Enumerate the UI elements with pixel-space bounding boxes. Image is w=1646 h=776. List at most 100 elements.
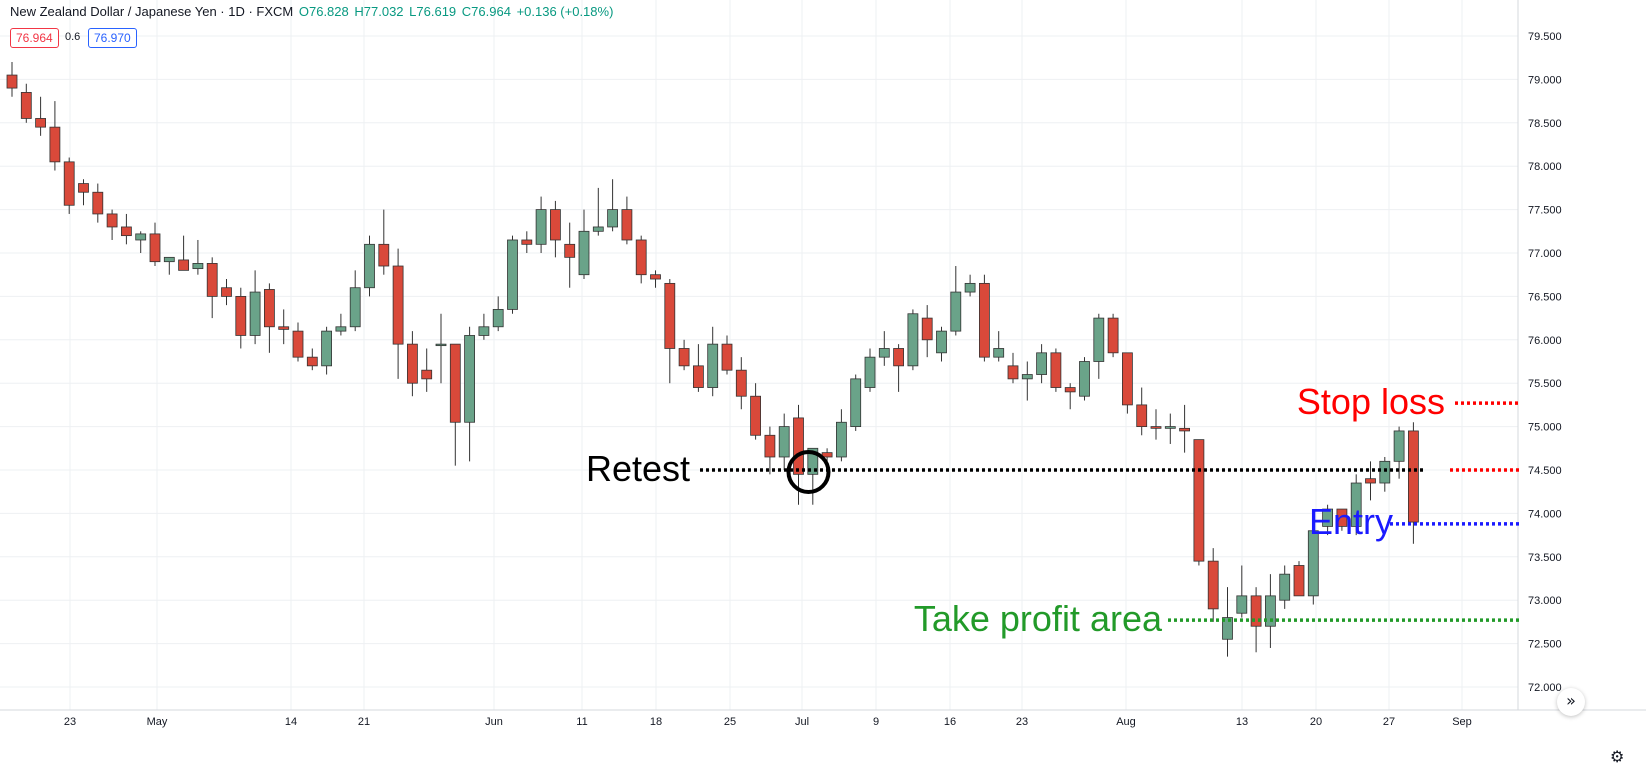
candle — [478, 313, 490, 340]
candle-body-down — [1150, 426, 1162, 429]
candle — [6, 62, 18, 97]
symbol-title[interactable]: New Zealand Dollar / Japanese Yen · 1D ·… — [10, 4, 294, 19]
candle-body-down — [550, 209, 561, 241]
candle — [1207, 548, 1219, 622]
candle-body-down — [893, 348, 904, 367]
ohlc-close: C76.964 — [461, 4, 511, 19]
candle-body-up — [478, 326, 490, 336]
x-tick-label: 23 — [64, 716, 76, 728]
candle — [221, 279, 232, 306]
candle — [1064, 383, 1076, 410]
candle-body-up — [807, 447, 819, 475]
candle — [607, 179, 618, 232]
bid-price-box[interactable]: 76.964 — [10, 28, 59, 48]
entry-label: Entry — [1309, 501, 1393, 542]
candle — [764, 426, 776, 475]
candle-body-up — [1379, 460, 1391, 484]
candle — [1136, 387, 1148, 436]
candle-body-down — [235, 295, 247, 336]
x-tick-label: 18 — [650, 716, 662, 728]
candle — [550, 200, 561, 258]
x-tick-label: 27 — [1383, 716, 1395, 728]
candle-body-up — [1393, 430, 1405, 462]
y-tick-label: 78.000 — [1528, 161, 1562, 173]
candle — [592, 187, 604, 236]
candle — [1007, 352, 1019, 384]
candle — [20, 83, 32, 123]
candle-body-up — [535, 209, 547, 245]
trade-annotations: Retest Stop loss Entry Take profit area — [586, 381, 1520, 639]
candle-body-down — [106, 213, 118, 228]
candle — [564, 222, 576, 288]
candle-body-down — [1207, 560, 1219, 610]
candle — [349, 270, 361, 332]
candle — [750, 383, 761, 440]
candle — [1079, 357, 1090, 401]
candle — [1236, 565, 1248, 618]
candle — [778, 413, 790, 470]
candle — [121, 213, 132, 245]
ohlc-change: +0.136 (+0.18%) — [516, 4, 614, 19]
candle — [836, 409, 847, 462]
candle — [621, 196, 633, 245]
candles — [6, 62, 1419, 657]
candle-body-down — [63, 161, 75, 206]
candle-body-down — [92, 191, 104, 215]
y-tick-label: 73.000 — [1528, 595, 1562, 607]
candle — [735, 357, 747, 410]
candle-body-down — [678, 348, 690, 367]
x-tick-label: May — [147, 716, 168, 728]
candle-body-up — [578, 230, 590, 276]
candle-body-up — [964, 282, 976, 293]
candle — [278, 309, 290, 345]
y-tick-label: 74.000 — [1528, 508, 1562, 520]
candle-body-down — [1408, 430, 1419, 523]
ohlc-low: L76.619 — [409, 4, 457, 19]
candle-body-down — [521, 239, 533, 245]
candle — [1107, 313, 1119, 358]
candle-body-down — [206, 263, 218, 297]
candle — [1122, 352, 1133, 414]
candle-body-up — [878, 348, 890, 358]
candle-body-up — [993, 348, 1005, 358]
candle — [1265, 574, 1276, 648]
y-tick-label: 72.500 — [1528, 639, 1562, 651]
candle — [1336, 508, 1348, 531]
y-tick-label: 76.500 — [1528, 291, 1562, 303]
candle — [92, 183, 104, 223]
x-tick-label: 21 — [358, 716, 370, 728]
candle-body-up — [507, 239, 518, 310]
retest-label: Retest — [586, 448, 690, 489]
candle — [106, 209, 118, 240]
gear-icon[interactable]: ⚙ — [1610, 747, 1625, 766]
candle-body-up — [135, 233, 147, 241]
candle-body-down — [979, 282, 990, 358]
ask-price-box[interactable]: 76.970 — [88, 28, 137, 48]
candle — [1164, 413, 1176, 444]
time-axis: 23 May 14 21 Jun 11 18 25 Jul 9 16 23 Aug 13 20 27 Sep — [0, 709, 1646, 728]
candle — [950, 266, 962, 336]
candle-body-down — [764, 434, 776, 458]
candle — [1279, 565, 1291, 609]
candle — [893, 344, 904, 392]
candle — [263, 283, 275, 353]
candle — [235, 287, 247, 349]
candle — [306, 348, 318, 371]
x-tick-label: 11 — [576, 716, 587, 728]
candle-body-down — [78, 183, 89, 193]
candle — [907, 309, 919, 371]
y-tick-label: 75.000 — [1528, 422, 1562, 434]
candle — [507, 235, 518, 314]
candle-body-down — [1336, 508, 1348, 527]
candle-body-down — [735, 369, 747, 397]
x-tick-label: Jun — [485, 716, 503, 728]
candle — [650, 270, 661, 288]
candle-body-down — [750, 395, 761, 436]
candle — [1050, 348, 1062, 392]
candle — [406, 331, 418, 397]
candle — [421, 348, 433, 392]
double-chevron-right-icon[interactable]: » — [1557, 688, 1585, 716]
candle-body-down — [793, 417, 804, 475]
